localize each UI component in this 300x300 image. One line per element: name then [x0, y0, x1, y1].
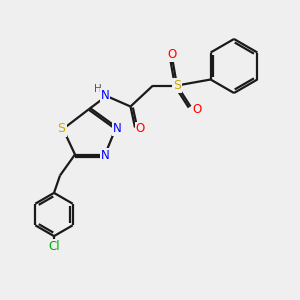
Text: N: N	[100, 89, 109, 102]
Text: N: N	[100, 148, 109, 162]
Text: H: H	[94, 84, 102, 94]
Text: S: S	[58, 122, 65, 136]
Text: O: O	[136, 122, 145, 136]
Text: N: N	[112, 122, 122, 136]
Text: Cl: Cl	[48, 240, 60, 253]
Text: O: O	[168, 48, 177, 61]
Text: O: O	[193, 103, 202, 116]
Text: S: S	[173, 79, 181, 92]
